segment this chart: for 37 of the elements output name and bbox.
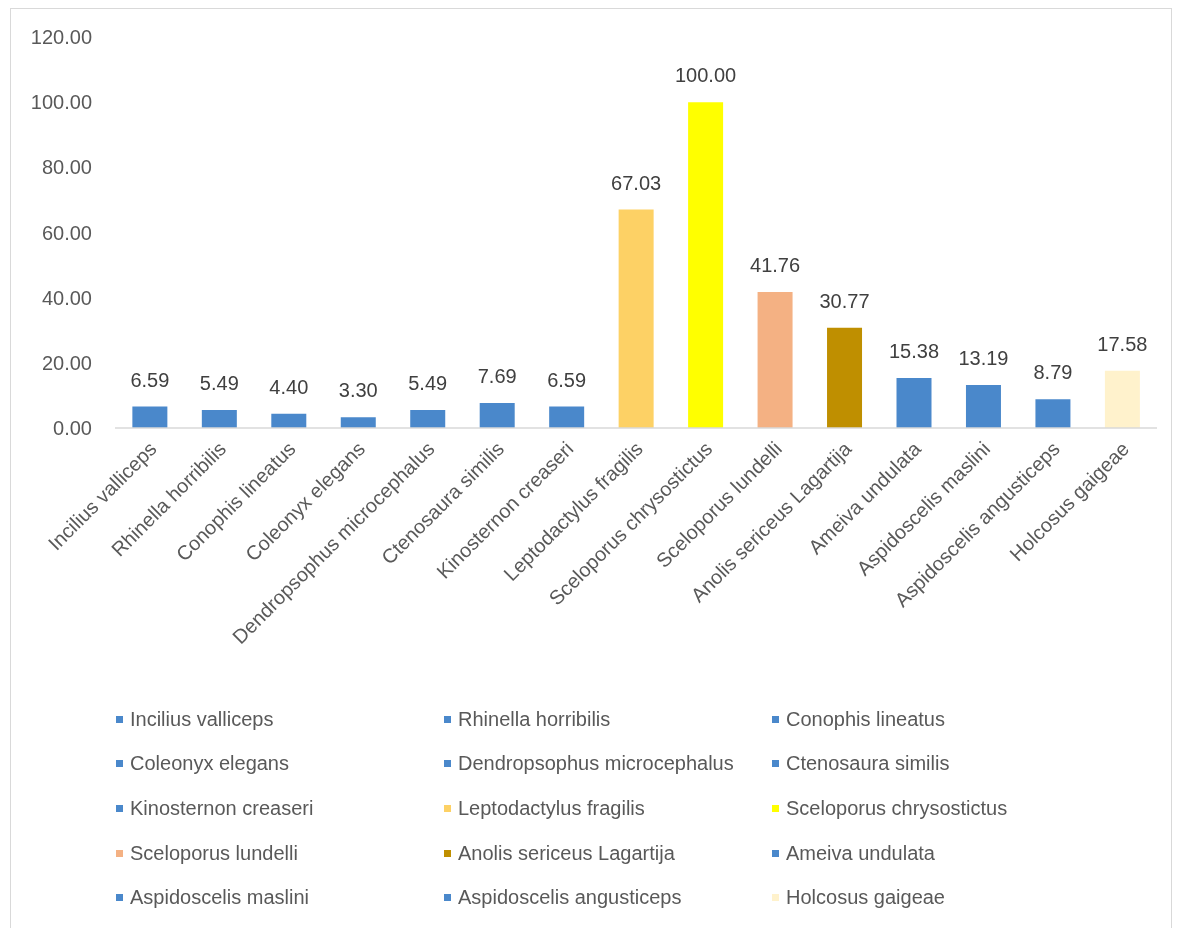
data-label: 6.59 [130, 368, 170, 391]
legend-label: Aspidoscelis angusticeps [458, 886, 682, 909]
data-label: 3.30 [338, 379, 378, 402]
legend-label: Rhinella horribilis [458, 707, 611, 730]
data-label: 5.49 [408, 372, 448, 395]
y-tick-label: 40.00 [41, 286, 92, 309]
data-label: 4.40 [269, 375, 309, 398]
y-tick-label: 20.00 [41, 351, 92, 374]
data-label: 41.76 [750, 253, 801, 276]
data-label: 67.03 [611, 171, 662, 194]
y-tick-label: 80.00 [41, 156, 92, 179]
legend-label: Ameiva undulata [786, 841, 935, 864]
legend-label: Kinosternon creaseri [130, 796, 314, 819]
legend-label: Dendropsophus microcephalus [458, 752, 734, 775]
data-label: 5.49 [199, 372, 239, 395]
legend-label: Conophis lineatus [786, 707, 945, 730]
y-tick-label: 60.00 [41, 221, 92, 244]
legend-label: Coleonyx elegans [130, 752, 289, 775]
y-tick-label: 0.00 [53, 417, 92, 440]
data-label: 13.19 [958, 347, 1009, 370]
legend-label: Anolis sericeus Lagartija [458, 841, 675, 864]
data-label: 17.58 [1097, 332, 1148, 355]
legend-label: Sceloporus lundelli [130, 841, 298, 864]
legend-label: Ctenosaura similis [786, 752, 950, 775]
data-label: 7.69 [477, 364, 517, 387]
legend-label: Aspidoscelis maslini [130, 886, 309, 909]
legend-label: Sceloporus chrysostictus [786, 796, 1008, 819]
data-label: 30.77 [819, 289, 870, 312]
legend-label: Leptodactylus fragilis [458, 796, 645, 819]
y-tick-label: 100.00 [30, 91, 92, 114]
legend-label: Holcosus gaigeae [786, 886, 945, 909]
legend-label: Incilius valliceps [130, 707, 274, 730]
data-label: 100.00 [675, 64, 737, 87]
data-label: 8.79 [1033, 361, 1073, 384]
data-label: 15.38 [888, 339, 940, 362]
data-label: 6.59 [547, 368, 587, 391]
y-tick-label: 120.00 [30, 26, 92, 49]
